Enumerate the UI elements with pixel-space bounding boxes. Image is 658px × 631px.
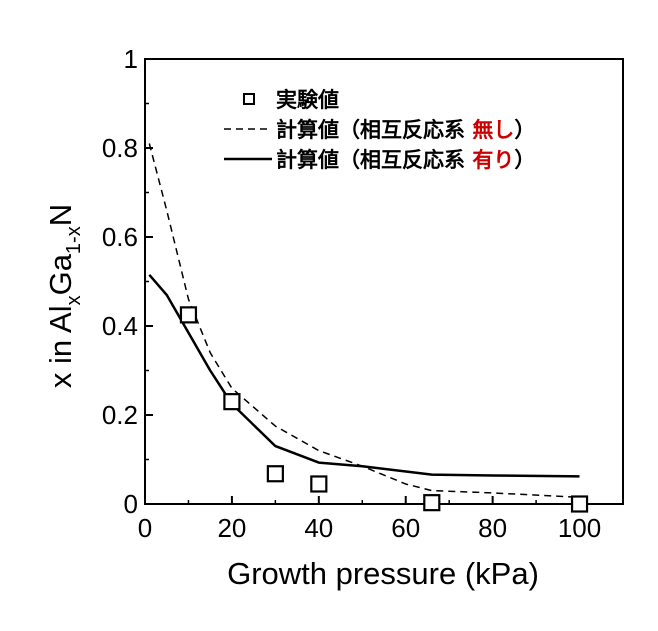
y-axis-label: x in AlxGa1-xN: [43, 204, 85, 388]
y-tick-label: 0.2: [102, 400, 138, 430]
y-tick-label: 1: [124, 44, 138, 74]
experimental-point: [266, 465, 284, 483]
y-tick-label: 0.4: [102, 311, 138, 341]
x-tick-label: 0: [138, 513, 152, 543]
experimental-point: [570, 495, 589, 513]
legend: 実験値 計算値（相互反応系 無し） 計算値（相互反応系 有り）: [224, 88, 535, 172]
legend-label-dashed-tail: ）: [514, 118, 535, 142]
y-axis-label-sub1: x: [63, 295, 85, 305]
legend-label-experimental: 実験値: [276, 88, 339, 112]
series-layer: [148, 143, 580, 499]
legend-label-solid: 計算値（相互反応系 有り）: [276, 148, 535, 172]
x-tick-label: 80: [478, 513, 507, 543]
y-axis-label-middle: Ga: [43, 253, 78, 295]
legend-label-dashed: 計算値（相互反応系 無し）: [276, 118, 535, 142]
legend-marker-experimental: [243, 93, 255, 105]
x-tick-label: 40: [304, 513, 333, 543]
x-axis-label: Growth pressure (kPa): [227, 556, 539, 591]
y-axis-label-prefix: x in Al: [43, 305, 78, 388]
y-tick-label: 0: [124, 489, 138, 519]
legend-label-dashed-accent: 無し: [472, 118, 514, 142]
experimental-point: [310, 475, 328, 493]
y-tick-label: 0.6: [102, 222, 138, 252]
series-solid-line: [148, 273, 580, 478]
legend-label-dashed-main: 計算値（相互反応系: [276, 118, 472, 142]
x-tick-label: 20: [217, 513, 246, 543]
y-axis-label-suffix: N: [43, 204, 78, 226]
experimental-point: [223, 393, 241, 411]
legend-label-solid-tail: ）: [514, 148, 535, 172]
series-dashed-line: [148, 143, 580, 499]
y-axis-label-sub2: 1-x: [63, 226, 85, 254]
marker-layer: [179, 306, 589, 513]
experimental-point: [423, 494, 441, 512]
x-tick-label: 60: [391, 513, 420, 543]
y-tick-label: 0.8: [102, 133, 138, 163]
experimental-point: [179, 306, 198, 324]
ticks-layer: 0 20 40 60 80 100 0 0.2 0.4 0.6 0.8 1: [102, 44, 601, 543]
legend-label-solid-main: 計算値（相互反応系: [276, 148, 472, 172]
x-tick-label: 100: [558, 513, 601, 543]
legend-label-solid-accent: 有り: [472, 148, 514, 172]
